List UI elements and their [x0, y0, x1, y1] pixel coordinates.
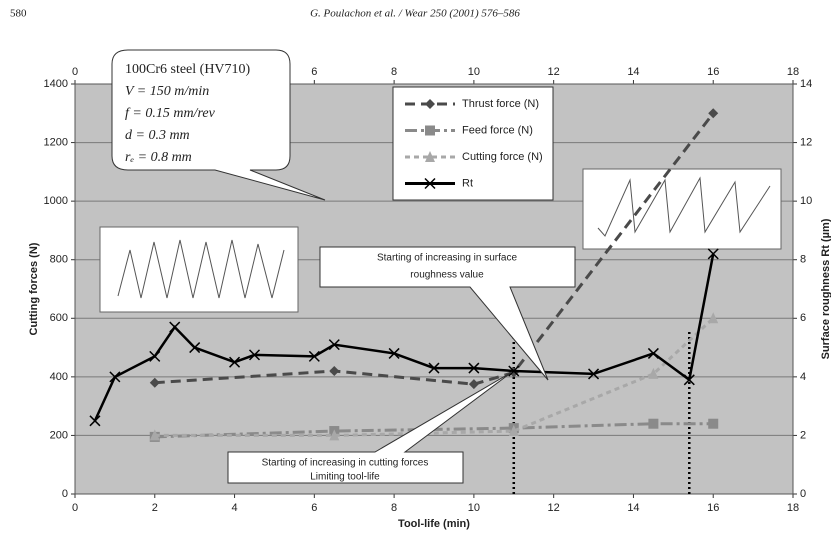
annotation-text: Limiting tool-life — [310, 472, 380, 483]
page-number: 580 — [10, 8, 27, 20]
annotation-text: rₑ = 0.8 mm — [125, 150, 192, 165]
annotation-text: Starting of increasing in surface — [377, 253, 518, 264]
x-tick-label: 12 — [548, 502, 560, 514]
y-tick-label: 800 — [50, 254, 68, 266]
x2-tick-label: 10 — [468, 66, 480, 78]
y2-tick-label: 0 — [800, 488, 806, 500]
running-title: G. Poulachon et al. / Wear 250 (2001) 57… — [310, 8, 520, 20]
annotation-text: V = 150 m/min — [125, 84, 209, 99]
y-tick-label: 200 — [50, 429, 68, 441]
x-tick-label: 8 — [391, 502, 397, 514]
legend-label: Cutting force (N) — [462, 151, 543, 163]
page: 580 G. Poulachon et al. / Wear 250 (2001… — [0, 0, 831, 535]
inset-profile — [100, 227, 298, 312]
x-tick-label: 0 — [72, 502, 78, 514]
y2-tick-label: 10 — [800, 195, 812, 207]
y2-tick-label: 14 — [800, 78, 812, 90]
y2-tick-label: 2 — [800, 429, 806, 441]
x2-tick-label: 6 — [311, 66, 317, 78]
x-tick-label: 6 — [311, 502, 317, 514]
y-tick-label: 600 — [50, 312, 68, 324]
x2-tick-label: 14 — [627, 66, 639, 78]
x-tick-label: 4 — [231, 502, 237, 514]
annotation-text: 100Cr6 steel (HV710) — [125, 62, 251, 77]
y-axis-label: Cutting forces (N) — [28, 242, 40, 335]
y2-tick-label: 6 — [800, 312, 806, 324]
y2-tick-label: 12 — [800, 136, 812, 148]
x2-tick-label: 8 — [391, 66, 397, 78]
annotation-text: d = 0.3 mm — [125, 128, 190, 143]
y2-tick-label: 4 — [800, 371, 806, 383]
y-tick-label: 1000 — [44, 195, 68, 207]
marker — [425, 126, 435, 136]
x-tick-label: 16 — [707, 502, 719, 514]
x-axis-label: Tool-life (min) — [398, 518, 470, 530]
annotation-text: f = 0.15 mm/rev — [125, 106, 216, 121]
x-tick-label: 18 — [787, 502, 799, 514]
x2-tick-label: 18 — [787, 66, 799, 78]
y-tick-label: 400 — [50, 371, 68, 383]
x2-tick-label: 16 — [707, 66, 719, 78]
x2-tick-label: 12 — [548, 66, 560, 78]
legend-label: Rt — [462, 177, 473, 189]
marker — [648, 419, 658, 429]
y2-axis-label: Surface roughness Rt (µm) — [820, 218, 831, 359]
x-tick-label: 10 — [468, 502, 480, 514]
x-tick-label: 2 — [152, 502, 158, 514]
y-tick-label: 1400 — [44, 78, 68, 90]
y-tick-label: 1200 — [44, 136, 68, 148]
y-tick-label: 0 — [62, 488, 68, 500]
legend-label: Thrust force (N) — [462, 98, 539, 110]
y2-tick-label: 8 — [800, 254, 806, 266]
x-tick-label: 14 — [627, 502, 639, 514]
x2-tick-label: 0 — [72, 66, 78, 78]
legend-label: Feed force (N) — [462, 124, 533, 136]
annotation-text: roughness value — [410, 270, 484, 281]
inset-profile — [583, 169, 781, 249]
annotation-text: Starting of increasing in cutting forces — [262, 458, 429, 469]
marker — [708, 419, 718, 429]
